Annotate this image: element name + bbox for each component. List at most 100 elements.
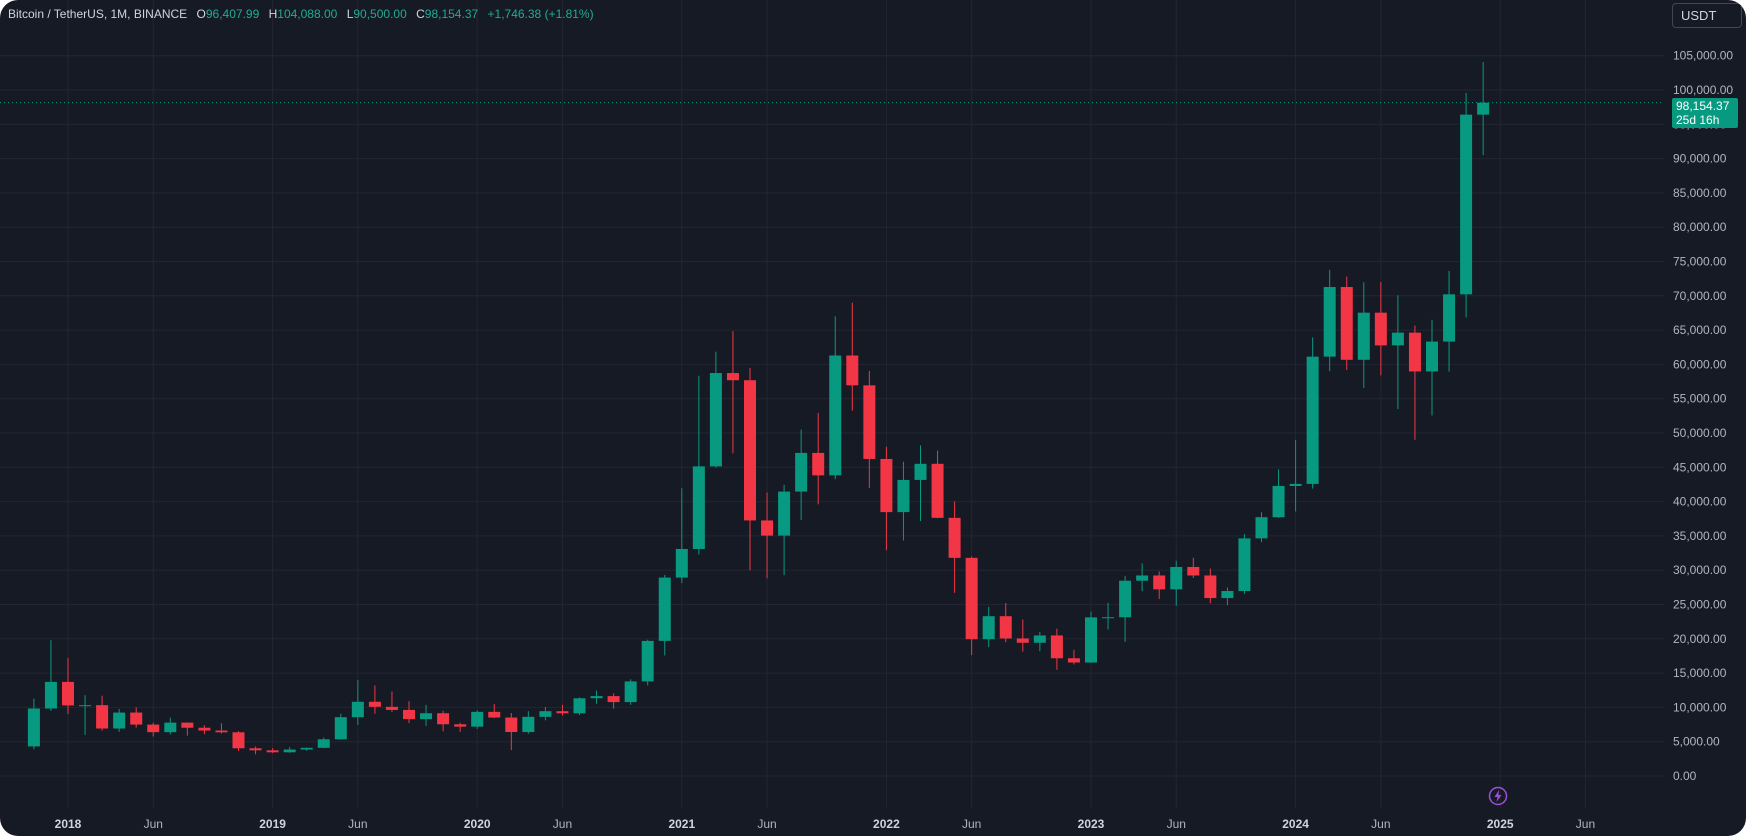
candle[interactable] bbox=[334, 713, 347, 740]
candle[interactable] bbox=[812, 412, 825, 505]
candle[interactable] bbox=[1426, 319, 1438, 416]
candle[interactable] bbox=[573, 697, 586, 715]
candle[interactable] bbox=[624, 679, 637, 705]
candle[interactable] bbox=[965, 556, 978, 656]
candle[interactable] bbox=[1272, 469, 1285, 518]
candle[interactable] bbox=[300, 747, 313, 751]
candle[interactable] bbox=[147, 722, 160, 737]
y-tick-label: 55,000.00 bbox=[1673, 392, 1727, 406]
candle[interactable] bbox=[215, 723, 228, 734]
candle[interactable] bbox=[692, 375, 705, 555]
candle[interactable] bbox=[283, 747, 296, 753]
candle[interactable] bbox=[1443, 270, 1456, 372]
candle[interactable] bbox=[1391, 295, 1404, 410]
candle[interactable] bbox=[1323, 269, 1336, 372]
candle[interactable] bbox=[403, 701, 415, 724]
candle[interactable] bbox=[641, 639, 654, 686]
candle[interactable] bbox=[778, 484, 791, 576]
candle[interactable] bbox=[27, 698, 40, 750]
candle[interactable] bbox=[79, 695, 92, 735]
candle[interactable] bbox=[914, 445, 927, 522]
candle[interactable] bbox=[1067, 649, 1080, 665]
y-axis: 105,000.00100,000.0095,000.0090,000.0085… bbox=[1673, 49, 1733, 783]
candle[interactable] bbox=[130, 707, 143, 728]
candle[interactable] bbox=[1289, 440, 1302, 512]
candle[interactable] bbox=[437, 710, 450, 732]
candle[interactable] bbox=[198, 725, 211, 735]
candle[interactable] bbox=[181, 722, 194, 736]
candle[interactable] bbox=[590, 690, 603, 704]
candle[interactable] bbox=[164, 717, 177, 735]
candle[interactable] bbox=[113, 709, 126, 732]
candle[interactable] bbox=[1153, 571, 1166, 599]
candle[interactable] bbox=[1460, 92, 1473, 318]
candle[interactable] bbox=[607, 693, 620, 709]
candle[interactable] bbox=[1102, 602, 1115, 630]
candle[interactable] bbox=[266, 748, 279, 754]
candle[interactable] bbox=[249, 746, 262, 755]
candle[interactable] bbox=[351, 680, 364, 725]
candle[interactable] bbox=[1033, 632, 1046, 652]
candle-body bbox=[1187, 566, 1200, 576]
candle[interactable] bbox=[454, 722, 467, 732]
candle[interactable] bbox=[1119, 575, 1132, 642]
candle[interactable] bbox=[1357, 282, 1370, 389]
candle[interactable] bbox=[505, 712, 518, 751]
legend-open-label: O bbox=[196, 7, 206, 21]
candle[interactable] bbox=[44, 640, 57, 711]
candle[interactable] bbox=[556, 704, 569, 716]
candle[interactable] bbox=[982, 606, 995, 648]
candle-body bbox=[846, 355, 859, 386]
candle[interactable] bbox=[1255, 512, 1268, 543]
candle[interactable] bbox=[931, 450, 944, 519]
candle[interactable] bbox=[385, 691, 398, 713]
candle[interactable] bbox=[1050, 628, 1063, 670]
candle[interactable] bbox=[1170, 560, 1183, 606]
candle[interactable] bbox=[368, 685, 381, 714]
candle[interactable] bbox=[829, 316, 842, 480]
candle[interactable] bbox=[471, 710, 484, 729]
candle[interactable] bbox=[1136, 563, 1149, 592]
candle[interactable] bbox=[709, 351, 722, 468]
candle[interactable] bbox=[1204, 568, 1217, 604]
candle[interactable] bbox=[1408, 325, 1421, 440]
candle[interactable] bbox=[1374, 282, 1387, 376]
candle[interactable] bbox=[539, 706, 552, 721]
candle[interactable] bbox=[658, 575, 671, 656]
candle[interactable] bbox=[999, 603, 1012, 643]
candle[interactable] bbox=[96, 695, 109, 731]
legend-low-value: 90,500.00 bbox=[353, 7, 407, 21]
candle[interactable] bbox=[522, 711, 535, 734]
currency-button[interactable]: USDT bbox=[1672, 3, 1742, 28]
candle[interactable] bbox=[1221, 587, 1234, 606]
legend-open-value: 96,407.99 bbox=[205, 7, 260, 21]
candle[interactable] bbox=[846, 302, 859, 411]
candle[interactable] bbox=[761, 492, 774, 579]
candle[interactable] bbox=[726, 331, 739, 454]
candle[interactable] bbox=[1477, 61, 1490, 156]
candle[interactable] bbox=[863, 370, 876, 488]
candle[interactable] bbox=[420, 704, 433, 726]
candle[interactable] bbox=[62, 658, 74, 715]
candle-body bbox=[1050, 635, 1063, 659]
candle[interactable] bbox=[744, 367, 756, 571]
lightning-icon[interactable] bbox=[1488, 786, 1508, 806]
x-tick-label: Jun bbox=[1576, 817, 1595, 831]
candle[interactable] bbox=[1085, 611, 1097, 663]
candle[interactable] bbox=[880, 446, 893, 551]
candle[interactable] bbox=[1187, 557, 1200, 579]
candle-body bbox=[300, 747, 313, 750]
candle[interactable] bbox=[1238, 533, 1251, 594]
candle[interactable] bbox=[317, 737, 330, 749]
candle[interactable] bbox=[488, 703, 501, 719]
candle[interactable] bbox=[1016, 619, 1029, 652]
candle[interactable] bbox=[948, 501, 961, 593]
candle[interactable] bbox=[1306, 337, 1319, 489]
candle[interactable] bbox=[1340, 276, 1353, 370]
candle[interactable] bbox=[675, 488, 688, 584]
candle[interactable] bbox=[232, 731, 245, 751]
candle[interactable] bbox=[897, 461, 910, 541]
candle[interactable] bbox=[795, 429, 808, 520]
